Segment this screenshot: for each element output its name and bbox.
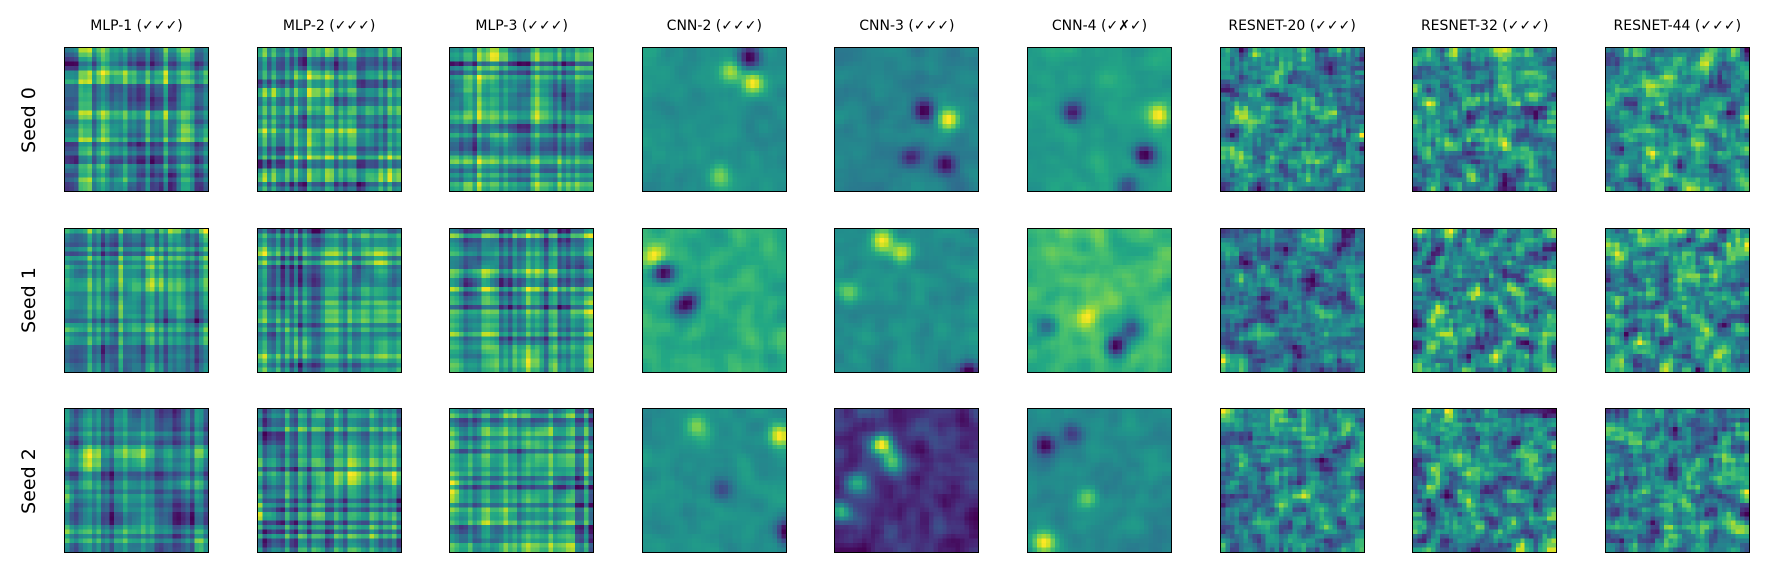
heatmap-image [1220, 409, 1364, 552]
heatmap-image [450, 228, 594, 372]
heatmap-image [1220, 228, 1364, 372]
heatmap-panel [256, 408, 402, 553]
column-title: RESNET-32 (✓✓✓) [1420, 18, 1549, 34]
heatmap-image [642, 409, 786, 552]
heatmap-panel [1027, 408, 1172, 553]
heatmap-panel [641, 408, 787, 553]
heatmap-image [257, 409, 401, 552]
column-title: RESNET-20 (✓✓✓) [1228, 18, 1356, 34]
heatmap-panel [449, 227, 595, 373]
heatmap-panel [64, 47, 209, 192]
heatmap-panel [1604, 47, 1750, 192]
heatmap-image [1413, 48, 1557, 191]
heatmap-panel [1412, 408, 1558, 553]
heatmap-image [835, 228, 979, 372]
column-title: CNN-3 (✓✓✓) [859, 18, 955, 34]
row-label: Seed 1 [18, 267, 40, 333]
heatmap-image [835, 409, 979, 552]
heatmap-image [1605, 48, 1749, 191]
heatmap-panel [834, 47, 980, 192]
heatmap-panel [256, 227, 402, 373]
column-title: CNN-4 (✓✗✓) [1051, 18, 1148, 34]
heatmap-panel [641, 227, 787, 373]
heatmap-image [1220, 48, 1364, 191]
column-title: MLP-3 (✓✓✓) [475, 18, 568, 34]
heatmap-panel [1412, 227, 1558, 373]
heatmap-image [257, 48, 401, 191]
heatmap-panel [1604, 408, 1750, 553]
heatmap-image [1605, 409, 1749, 552]
heatmap-image [1028, 48, 1171, 191]
heatmap-image [642, 48, 786, 191]
heatmap-image [1413, 409, 1557, 552]
heatmap-image [835, 48, 979, 191]
heatmap-panel [834, 408, 980, 553]
heatmap-panel [256, 47, 402, 192]
heatmap-panel [1412, 47, 1558, 192]
heatmap-image [1028, 228, 1171, 372]
heatmap-panel [449, 47, 595, 192]
heatmap-image [450, 48, 594, 191]
column-title: MLP-1 (✓✓✓) [90, 18, 183, 34]
row-label: Seed 2 [18, 447, 40, 514]
column-title: CNN-2 (✓✓✓) [666, 18, 762, 34]
heatmap-panel [1604, 227, 1750, 373]
heatmap-panel [1027, 227, 1172, 373]
heatmap-panel [834, 227, 980, 373]
heatmap-image [450, 409, 594, 552]
heatmap-panel [1219, 227, 1365, 373]
column-title: RESNET-44 (✓✓✓) [1613, 18, 1742, 34]
heatmap-image [65, 409, 208, 552]
heatmap-image [642, 228, 786, 372]
heatmap-panel [1219, 408, 1365, 553]
heatmap-image [1605, 228, 1749, 372]
column-title: MLP-2 (✓✓✓) [282, 18, 376, 34]
heatmap-image [1413, 228, 1557, 372]
heatmap-panel [1027, 47, 1172, 192]
heatmap-panel [641, 47, 787, 192]
heatmap-panel [64, 408, 209, 553]
row-label: Seed 0 [18, 86, 40, 153]
heatmap-image [1028, 409, 1171, 552]
heatmap-panel [449, 408, 595, 553]
heatmap-panel [64, 227, 209, 373]
heatmap-image [65, 48, 208, 191]
heatmap-panel [1219, 47, 1365, 192]
heatmap-image [65, 228, 208, 372]
heatmap-image [257, 228, 401, 372]
